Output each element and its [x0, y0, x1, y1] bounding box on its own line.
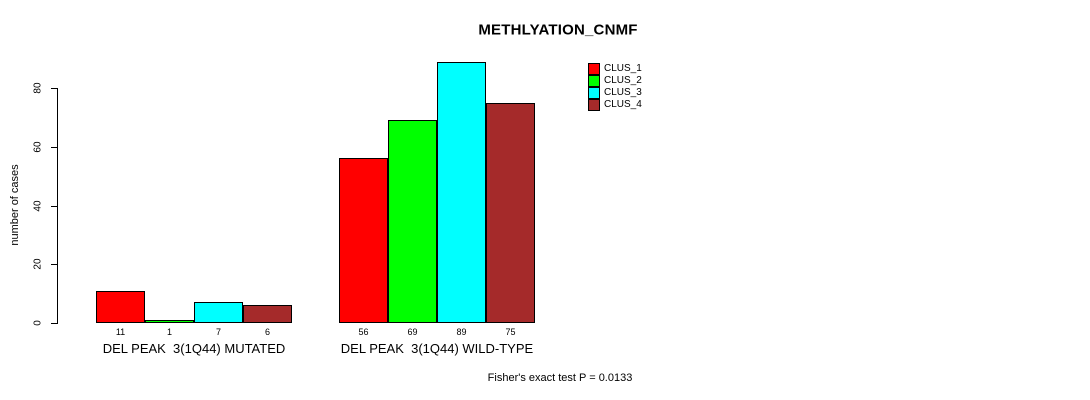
y-axis-title: number of cases [9, 164, 21, 246]
bar-value-label: 1 [166, 327, 172, 337]
legend-label: CLUS_1 [604, 63, 642, 74]
y-axis-tick [51, 206, 58, 207]
y-axis-tick [51, 264, 58, 265]
legend-label: CLUS_3 [604, 87, 642, 98]
bar-value-label: 75 [505, 327, 516, 337]
bar-value-label: 6 [264, 327, 270, 337]
bar-value-label: 7 [215, 327, 221, 337]
legend-row: CLUS_1 [588, 63, 642, 75]
bar-value-label: 11 [115, 327, 126, 337]
y-tick-label: 40 [32, 200, 44, 212]
bar-value-label: 69 [407, 327, 418, 337]
y-tick-label: 80 [32, 82, 44, 94]
y-axis-tick [51, 323, 58, 324]
legend-label: CLUS_2 [604, 75, 642, 86]
legend-swatch-icon [588, 99, 600, 111]
chart-title: METHLYATION_CNMF [478, 21, 638, 39]
category-label: DEL PEAK 3(1Q44) MUTATED [102, 341, 286, 356]
legend-swatch-icon [588, 87, 600, 99]
y-axis-tick [51, 88, 58, 89]
legend-row: CLUS_4 [588, 99, 642, 111]
y-tick-label: 20 [32, 258, 44, 270]
bar [194, 302, 243, 323]
category-label: DEL PEAK 3(1Q44) WILD-TYPE [340, 341, 534, 356]
bar [388, 120, 437, 323]
y-tick-label: 0 [32, 320, 44, 326]
footnote-text: Fisher's exact test P = 0.0133 [487, 372, 633, 384]
bar [486, 103, 535, 323]
legend-row: CLUS_3 [588, 87, 642, 99]
bar-value-label: 89 [456, 327, 467, 337]
bar [243, 305, 292, 323]
legend-label: CLUS_4 [604, 99, 642, 110]
legend: CLUS_1 CLUS_2 CLUS_3 CLUS_4 [588, 63, 642, 111]
bar [339, 158, 388, 323]
legend-swatch-icon [588, 63, 600, 75]
legend-swatch-icon [588, 75, 600, 87]
y-tick-label: 60 [32, 141, 44, 153]
bar [96, 291, 145, 323]
bar [145, 320, 194, 323]
bar [437, 62, 486, 323]
y-axis-tick [51, 147, 58, 148]
bar-value-label: 56 [358, 327, 369, 337]
legend-row: CLUS_2 [588, 75, 642, 87]
